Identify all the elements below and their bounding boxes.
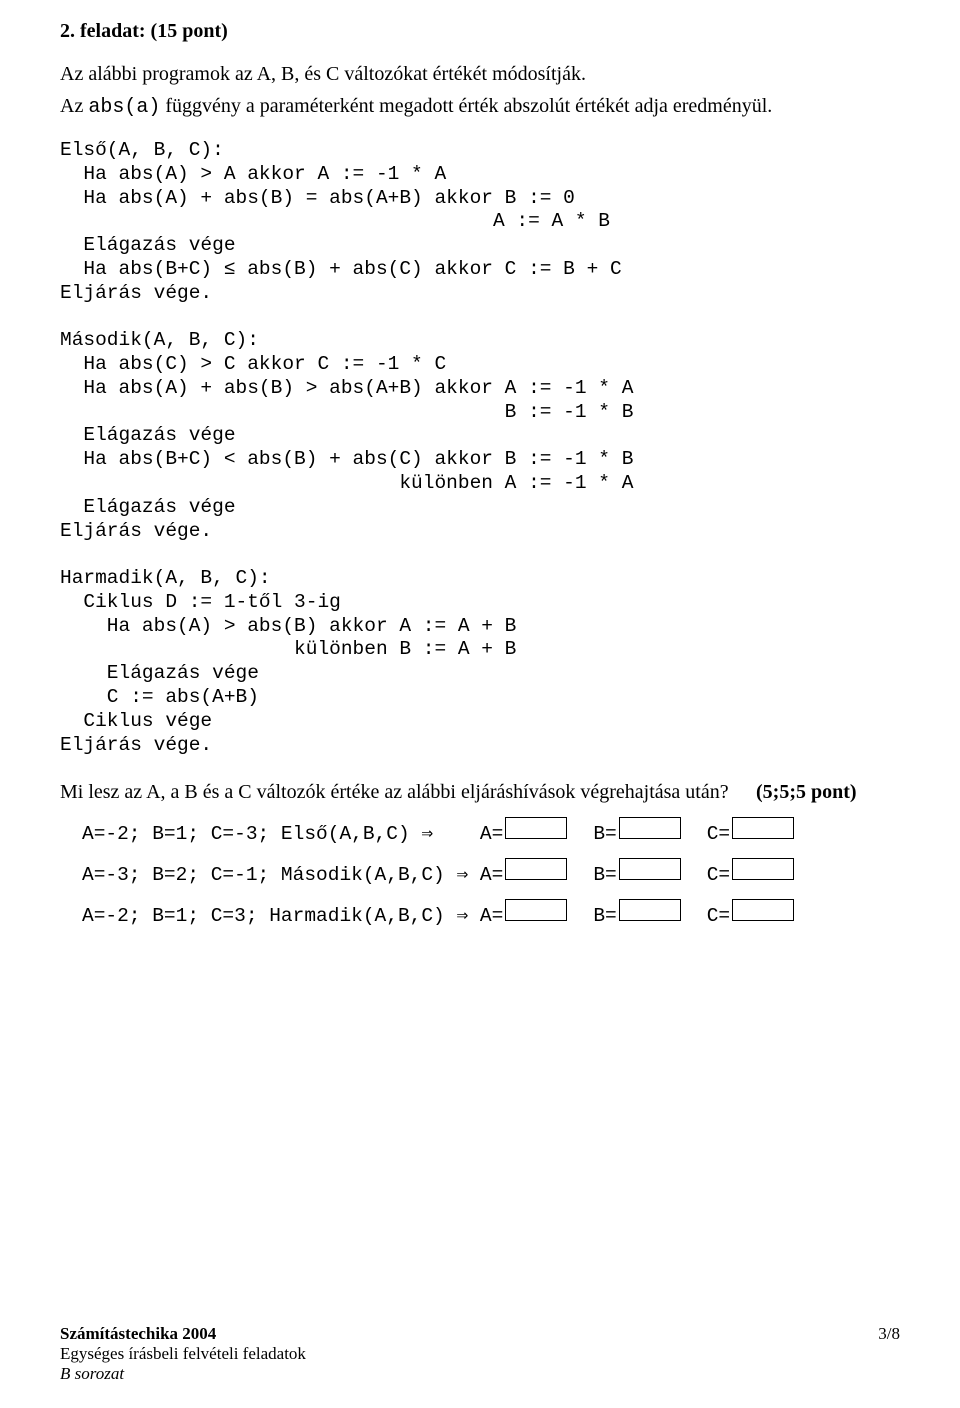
- eq-a: A=: [480, 856, 503, 895]
- answer-box[interactable]: [732, 899, 794, 921]
- answer-row: A=-3; B=2; C=-1; Második(A,B,C) ⇒ A= B= …: [82, 856, 900, 895]
- intro-line-1: Az alábbi programok az A, B, és C változ…: [60, 61, 900, 87]
- eq-a: A=: [480, 897, 503, 936]
- answer-box[interactable]: [619, 817, 681, 839]
- intro-abs-code: abs(a): [88, 96, 160, 119]
- eq-b: B=: [593, 897, 616, 936]
- question-score: (5;5;5 pont): [756, 781, 857, 803]
- page-footer: Számítástechika 2004 Egységes írásbeli f…: [60, 1324, 900, 1384]
- answer-box[interactable]: [505, 899, 567, 921]
- footer-left: Számítástechika 2004 Egységes írásbeli f…: [60, 1324, 306, 1384]
- footer-series: B sorozat: [60, 1364, 306, 1384]
- answer-label-2: A=-3; B=2; C=-1; Második(A,B,C) ⇒: [82, 856, 480, 895]
- answer-box[interactable]: [505, 858, 567, 880]
- footer-subtitle: Egységes írásbeli felvételi feladatok: [60, 1344, 306, 1364]
- footer-title: Számítástechika 2004: [60, 1324, 306, 1344]
- eq-c: C=: [707, 856, 730, 895]
- eq-b: B=: [593, 815, 616, 854]
- answer-label-3: A=-2; B=1; C=3; Harmadik(A,B,C) ⇒: [82, 897, 480, 936]
- answer-box[interactable]: [619, 858, 681, 880]
- eq-b: B=: [593, 856, 616, 895]
- pseudocode-block: Első(A, B, C): Ha abs(A) > A akkor A := …: [60, 139, 900, 757]
- answer-row: A=-2; B=1; C=-3; Első(A,B,C) ⇒ A= B= C=: [82, 815, 900, 854]
- answer-box[interactable]: [732, 858, 794, 880]
- footer-right-pagenum: 3/8: [878, 1324, 900, 1344]
- question-line: Mi lesz az A, a B és a C változók értéke…: [60, 779, 900, 805]
- answer-label-1: A=-2; B=1; C=-3; Első(A,B,C) ⇒: [82, 815, 480, 854]
- answer-box[interactable]: [505, 817, 567, 839]
- intro-line-2-post: függvény a paraméterként megadott érték …: [160, 95, 772, 117]
- eq-a: A=: [480, 815, 503, 854]
- intro-line-2-pre: Az: [60, 95, 88, 117]
- answer-box[interactable]: [732, 817, 794, 839]
- question-text: Mi lesz az A, a B és a C változók értéke…: [60, 779, 756, 805]
- answers-table: A=-2; B=1; C=-3; Első(A,B,C) ⇒ A= B= C= …: [60, 815, 900, 936]
- intro-line-2: Az abs(a) függvény a paraméterként megad…: [60, 93, 900, 121]
- eq-c: C=: [707, 897, 730, 936]
- eq-c: C=: [707, 815, 730, 854]
- answer-box[interactable]: [619, 899, 681, 921]
- answer-row: A=-2; B=1; C=3; Harmadik(A,B,C) ⇒ A= B= …: [82, 897, 900, 936]
- task-heading: 2. feladat: (15 pont): [60, 20, 900, 43]
